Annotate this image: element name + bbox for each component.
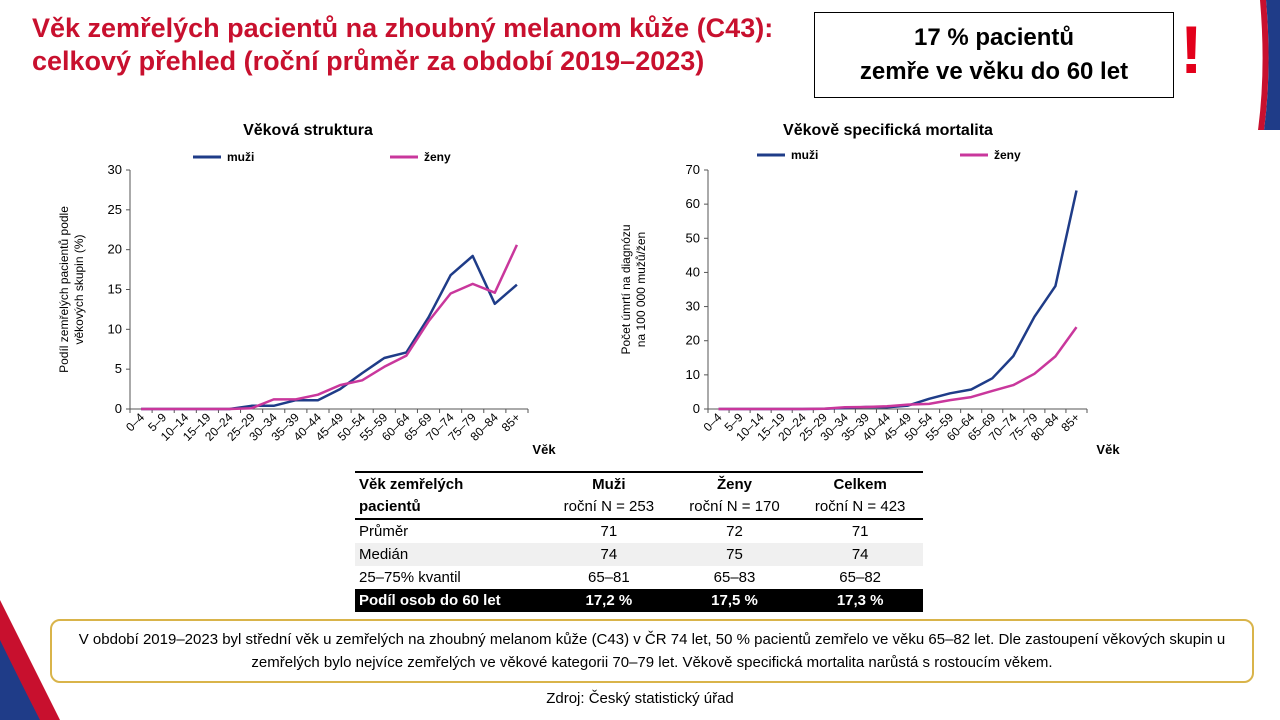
cell-value: 72 xyxy=(726,523,743,540)
table-row: Medián 74 75 74 xyxy=(355,543,923,566)
x-tick-label: 85+ xyxy=(499,410,523,434)
y-axis-label-line: Počet úmrtí na diagnózu xyxy=(619,224,633,354)
column-header-total: Celkem xyxy=(797,471,923,495)
legend-label: ženy xyxy=(424,150,451,164)
x-tick-label: 85+ xyxy=(1058,410,1082,434)
y-axis-label-line: věkových skupin (%) xyxy=(72,234,86,344)
cell-value: 75 xyxy=(671,543,798,566)
y-tick-label: 10 xyxy=(686,367,700,382)
column-header-women: Ženy xyxy=(671,471,798,495)
series-line-ženy xyxy=(718,326,1078,411)
age-specific-mortality-chart: Věkově specifická mortalita muži ženy 0 10 20… xyxy=(619,122,1120,457)
y-tick-label: 30 xyxy=(108,162,122,177)
row-label: Medián xyxy=(355,543,547,566)
y-tick-label: 20 xyxy=(108,242,122,257)
cell-value: 74 xyxy=(546,543,672,566)
cell-value: 17,3 % xyxy=(797,589,923,612)
y-tick-label: 10 xyxy=(108,321,122,336)
cell-value: 74 xyxy=(797,543,923,566)
column-header-men: Muži xyxy=(546,471,672,495)
key-fact-line-2: zemře ve věku do 60 let xyxy=(859,58,1129,85)
y-tick-label: 60 xyxy=(686,196,700,211)
column-sub-men: roční N = 253 xyxy=(546,495,672,520)
series-line-ženy xyxy=(141,244,519,411)
series-line-muži xyxy=(141,254,518,411)
x-tick-label: 0–4 xyxy=(701,410,725,434)
cell-value: 65–83 xyxy=(713,569,756,586)
y-tick-label: 25 xyxy=(108,202,122,217)
y-axis-label: Počet úmrtí na diagnózuna 100 000 mužů/ž… xyxy=(619,224,648,354)
y-axis-label: Podíl zemřelých pacientů podlevěkových s… xyxy=(57,206,86,373)
key-fact-box: 17 % pacientů zemře ve věku do 60 let xyxy=(814,12,1174,98)
y-tick-label: 40 xyxy=(686,264,700,279)
cell-value: 71 xyxy=(851,523,869,540)
y-tick-label: 50 xyxy=(686,230,700,245)
y-tick-label: 0 xyxy=(693,401,700,416)
source-note: Zdroj: Český statistický úřad xyxy=(546,690,734,707)
corner-decoration-icon xyxy=(1258,0,1280,130)
cell-value: 65–82 xyxy=(839,569,882,586)
summary-box: V období 2019–2023 byl střední věk u zem… xyxy=(50,619,1254,683)
column-sub-total: roční N = 423 xyxy=(797,495,923,520)
key-fact-line-1: 17 % pacientů xyxy=(913,24,1075,51)
cell-value: 65–81 xyxy=(587,569,630,586)
page-title-line-1: Věk zemřelých pacientů na zhoubný melano… xyxy=(32,13,774,43)
row-label: 25–75% kvantil xyxy=(359,569,461,586)
x-axis-label: Věk xyxy=(1096,442,1120,457)
table-header-row: pacientů roční N = 253 roční N = 170 roč… xyxy=(355,495,923,520)
series-line-muži xyxy=(718,190,1078,411)
table-header-row: Věk zemřelých Muži Ženy Celkem xyxy=(355,471,923,495)
age-statistics-table: Věk zemřelých Muži Ženy Celkem pacientů … xyxy=(355,471,923,612)
column-sub-women: roční N = 170 xyxy=(671,495,798,520)
summary-text: V období 2019–2023 byl střední věk u zem… xyxy=(78,631,1226,671)
y-tick-label: 20 xyxy=(686,333,700,348)
row-label: Průměr xyxy=(359,523,409,540)
cell-value: 17,5 % xyxy=(671,589,798,612)
cell-value: 71 xyxy=(600,523,618,540)
table-row: 25–75% kvantil 65–81 65–83 65–82 xyxy=(355,566,923,589)
y-tick-label: 70 xyxy=(686,162,700,177)
chart-title: Věková struktura xyxy=(243,122,373,139)
cell-value: 17,2 % xyxy=(546,589,672,612)
x-tick-label: 0–4 xyxy=(123,410,147,434)
y-axis-label-line: Podíl zemřelých pacientů podle xyxy=(57,206,71,373)
row-header-line-2: pacientů xyxy=(355,495,547,520)
y-tick-label: 15 xyxy=(108,282,122,297)
exclamation-icon: ! xyxy=(1180,12,1203,88)
page-title: Věk zemřelých pacientů na zhoubný melano… xyxy=(32,12,773,78)
x-axis-label: Věk xyxy=(532,442,556,457)
y-tick-label: 30 xyxy=(686,299,700,314)
table-row: Podíl osob do 60 let 17,2 % 17,5 % 17,3 … xyxy=(355,589,923,612)
legend-label: ženy xyxy=(994,148,1021,162)
legend-label: muži xyxy=(791,148,818,162)
corner-decoration-icon xyxy=(0,600,60,720)
y-tick-label: 0 xyxy=(115,401,122,416)
legend-label: muži xyxy=(227,150,254,164)
y-tick-label: 5 xyxy=(115,361,122,376)
chart-title: Věkově specifická mortalita xyxy=(783,122,993,139)
row-label: Podíl osob do 60 let xyxy=(355,589,547,612)
row-header-line-1: Věk zemřelých xyxy=(355,471,547,495)
y-axis-label-line: na 100 000 mužů/žen xyxy=(634,232,648,347)
table-row: Průměr 71 72 71 xyxy=(355,519,923,543)
page-title-line-2: celkový přehled (roční průměr za období … xyxy=(32,46,705,76)
